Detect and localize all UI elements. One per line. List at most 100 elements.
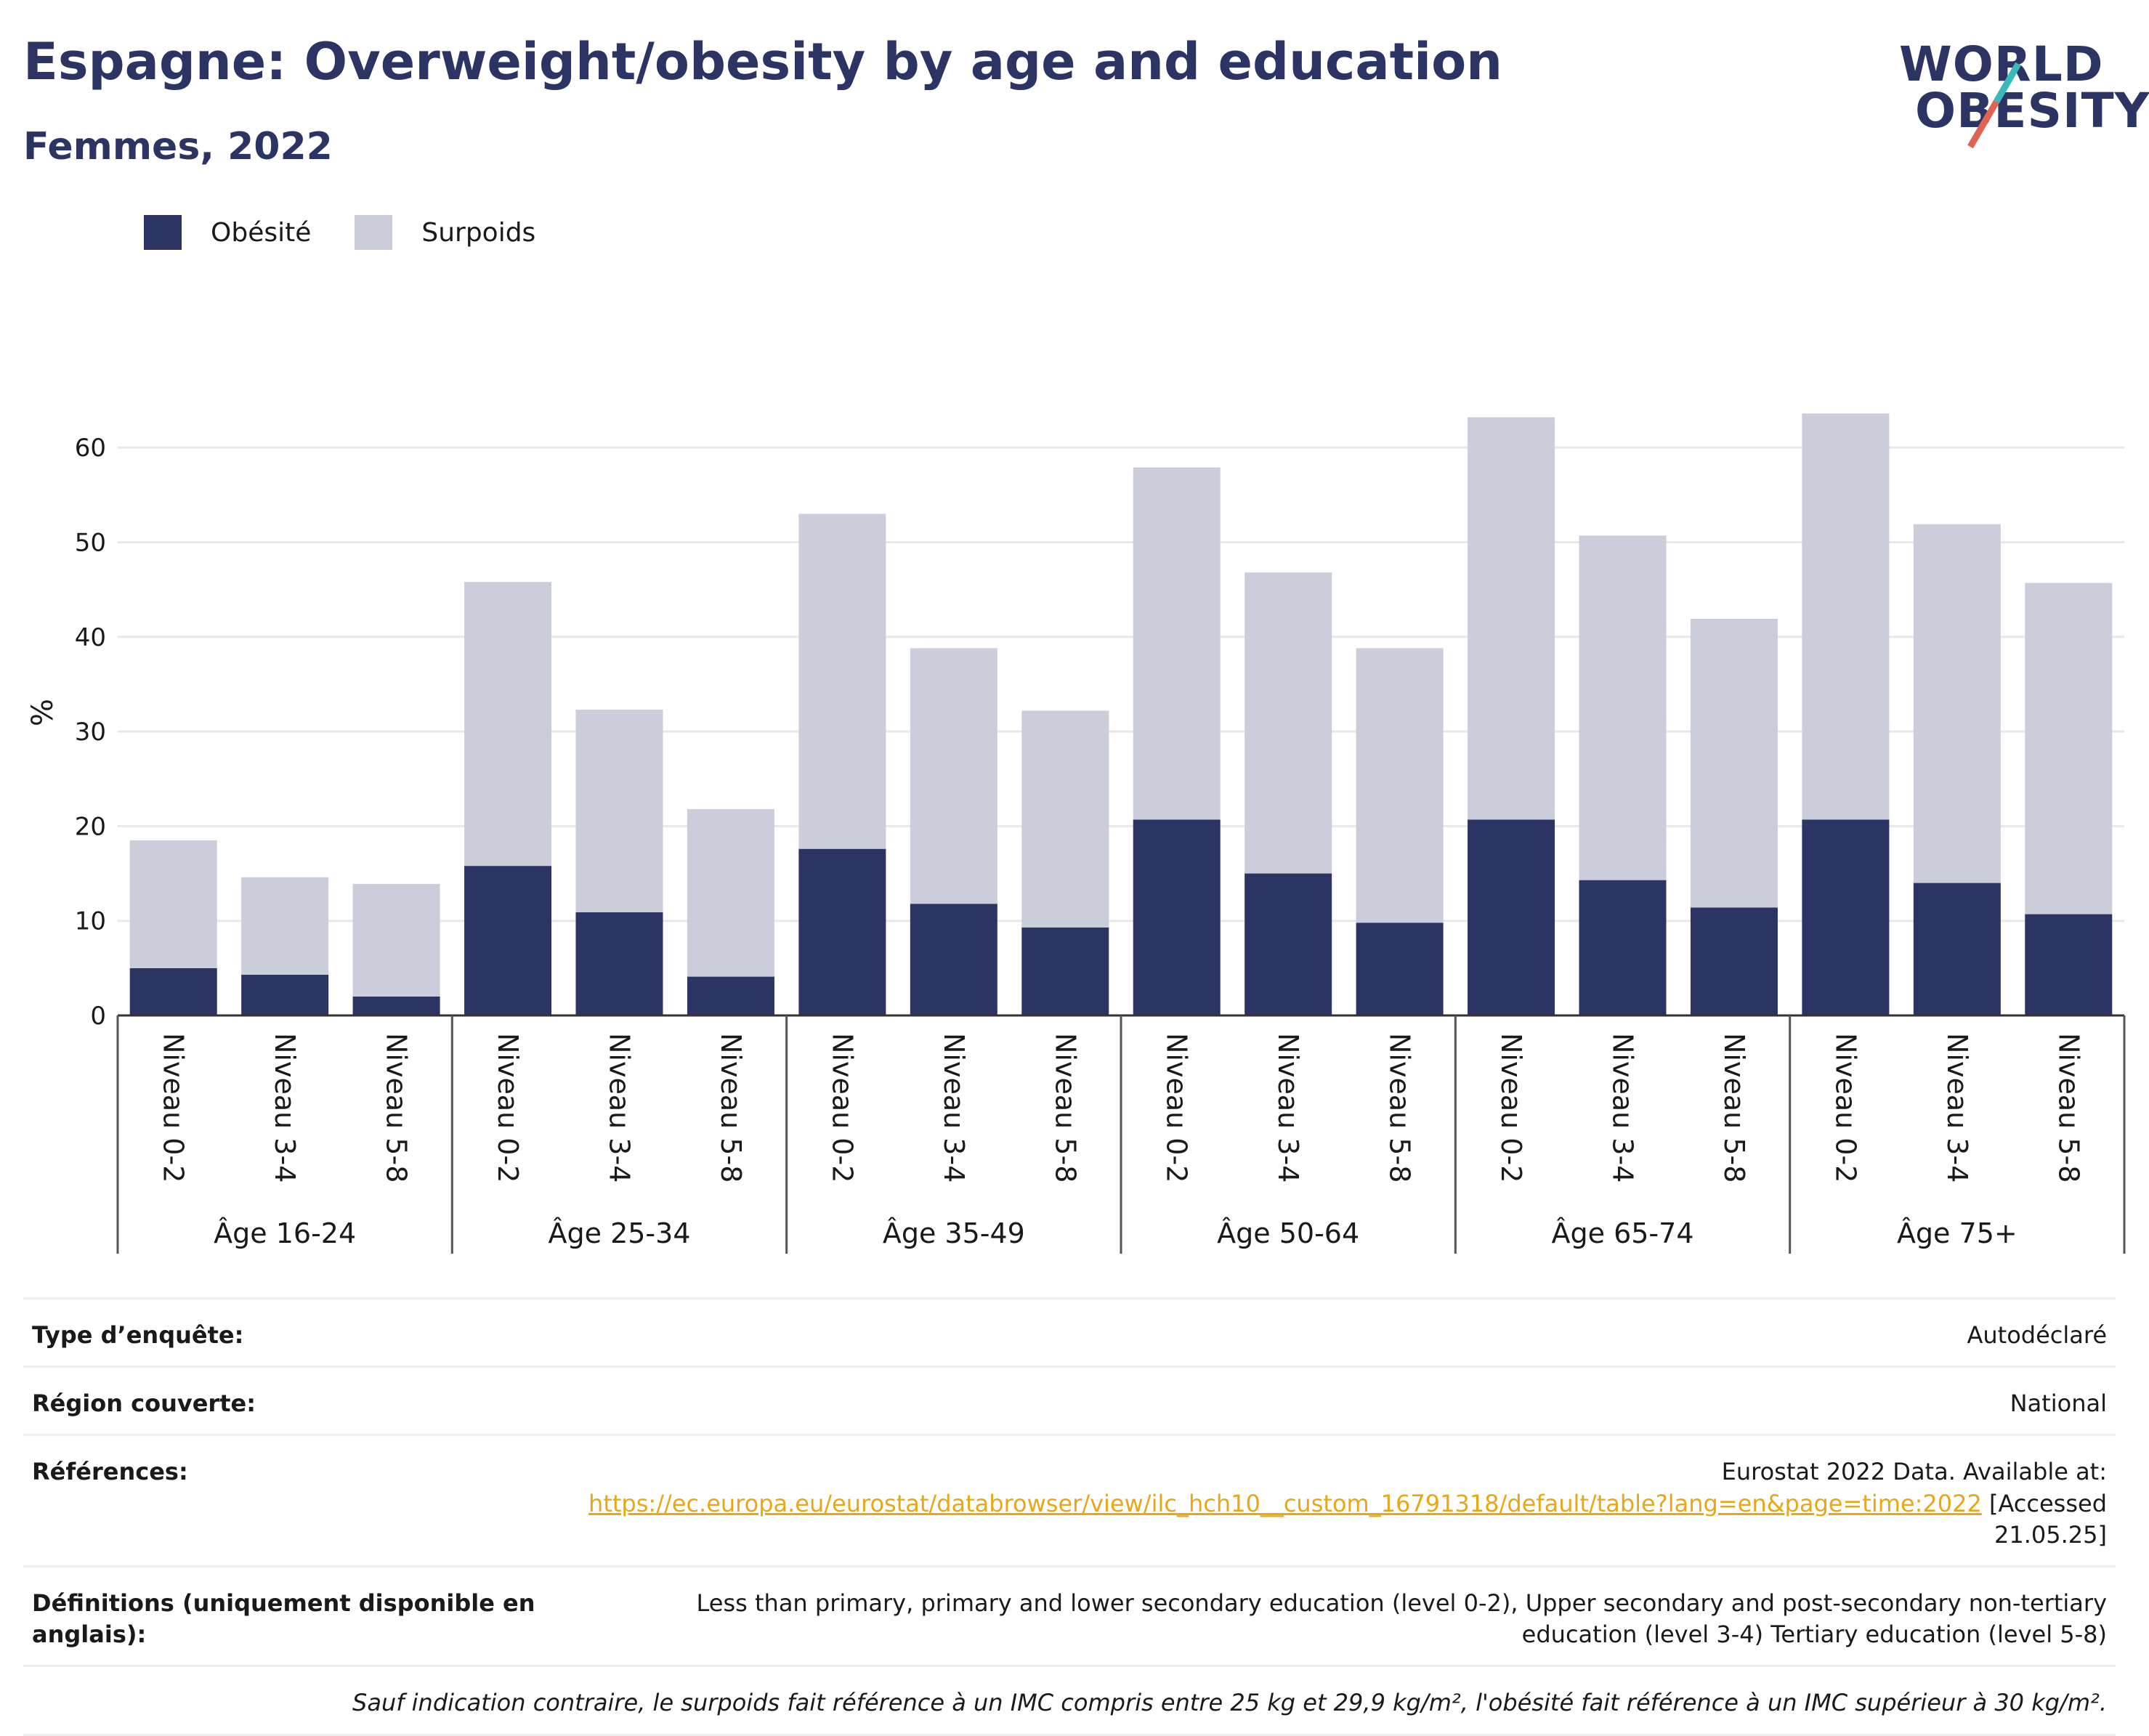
bar-obesite xyxy=(798,848,886,1015)
bar-surpoids xyxy=(1802,413,1890,820)
x-category-label: Niveau 3-4 xyxy=(1607,1033,1639,1183)
y-tick-label: 40 xyxy=(75,623,106,652)
x-group-label: Âge 35-49 xyxy=(883,1217,1025,1249)
info-row-region: Région couverte: National xyxy=(23,1366,2116,1434)
bar-surpoids xyxy=(129,840,217,968)
x-category-label: Niveau 3-4 xyxy=(269,1033,301,1183)
x-group-label: Âge 65-74 xyxy=(1552,1217,1694,1249)
x-category-label: Niveau 5-8 xyxy=(715,1033,747,1183)
world-obesity-logo: WORLD OBESITY xyxy=(1889,22,2149,153)
logo-line-1: WORLD xyxy=(1899,36,2104,92)
y-axis-label: % xyxy=(26,699,60,726)
x-category-label: Niveau 0-2 xyxy=(158,1033,190,1183)
bar-obesite xyxy=(1133,819,1221,1015)
x-group-label: Âge 50-64 xyxy=(1217,1217,1359,1249)
x-group-label: Âge 75+ xyxy=(1897,1217,2018,1249)
info-table: Type d’enquête: Autodéclaré Région couve… xyxy=(23,1297,2116,1736)
bar-surpoids xyxy=(1468,417,1555,820)
stacked-bar-chart: 0 10 20 30 40 50 60% Niveau 0-2 Niveau 3-4 Niveau… xyxy=(26,413,2126,1254)
bar-obesite xyxy=(687,976,774,1015)
legend-item-surpoids: Surpoids xyxy=(355,215,535,250)
bar-obesite xyxy=(910,904,997,1015)
x-category-label: Niveau 0-2 xyxy=(826,1033,858,1183)
info-row-footnote: Sauf indication contraire, le surpoids f… xyxy=(23,1665,2116,1736)
x-category-label: Niveau 0-2 xyxy=(1829,1033,1861,1183)
chart-title: Espagne: Overweight/obesity by age and e… xyxy=(23,32,1503,92)
bar-surpoids xyxy=(1913,524,2001,883)
bar-surpoids xyxy=(241,877,329,975)
x-category-label: Niveau 3-4 xyxy=(1272,1033,1304,1183)
bar-obesite xyxy=(1913,883,2001,1015)
bar-surpoids xyxy=(464,582,552,867)
legend-item-obesite: Obésité xyxy=(144,215,311,250)
bar-obesite xyxy=(1690,907,1778,1015)
info-row-references: Références: Eurostat 2022 Data. Availabl… xyxy=(23,1434,2116,1565)
region-value: National xyxy=(2010,1390,2107,1418)
references-link[interactable]: https://ec.europa.eu/eurostat/databrowse… xyxy=(588,1489,1982,1517)
legend-label-obesite: Obésité xyxy=(211,217,312,248)
bar-obesite xyxy=(352,996,440,1015)
info-row-survey-type: Type d’enquête: Autodéclaré xyxy=(23,1297,2116,1366)
references-accessed: [Accessed 21.05.25] xyxy=(1988,1489,2107,1549)
bar-surpoids xyxy=(1356,648,1444,923)
x-category-label: Niveau 5-8 xyxy=(1384,1033,1416,1183)
bar-surpoids xyxy=(1690,619,1778,908)
x-category-label: Niveau 0-2 xyxy=(492,1033,524,1183)
bar-obesite xyxy=(1245,873,1332,1015)
bar-surpoids xyxy=(798,514,886,849)
legend-swatch-obesite xyxy=(144,215,182,250)
x-category-label: Niveau 0-2 xyxy=(1495,1033,1527,1183)
bar-obesite xyxy=(1021,927,1109,1015)
y-tick-label: 20 xyxy=(75,812,106,841)
bar-obesite xyxy=(129,968,217,1015)
bar-obesite xyxy=(2025,914,2113,1015)
bar-surpoids xyxy=(575,710,663,912)
bar-obesite xyxy=(1356,922,1444,1015)
logo-line-2: OBESITY xyxy=(1915,83,2149,139)
bar-obesite xyxy=(1579,880,1667,1015)
legend-swatch-surpoids xyxy=(355,215,393,250)
chart-subtitle: Femmes, 2022 xyxy=(23,125,333,169)
definitions-value: Less than primary, primary and lower sec… xyxy=(696,1589,2107,1649)
x-category-label: Niveau 3-4 xyxy=(604,1033,636,1183)
bar-surpoids xyxy=(352,883,440,997)
y-tick-label: 50 xyxy=(75,528,106,557)
survey-type-label: Type d’enquête: xyxy=(32,1321,244,1349)
survey-type-value: Autodéclaré xyxy=(1967,1321,2107,1349)
bar-obesite xyxy=(1802,819,1890,1015)
y-tick-label: 60 xyxy=(75,434,106,463)
references-value: Eurostat 2022 Data. Available at: https:… xyxy=(541,1456,2107,1551)
logo-slash-icon xyxy=(1967,62,2021,149)
bar-obesite xyxy=(241,974,329,1015)
bar-surpoids xyxy=(1021,710,1109,928)
bar-surpoids xyxy=(1245,572,1332,874)
x-category-label: Niveau 5-8 xyxy=(1049,1033,1081,1183)
references-text: Eurostat 2022 Data. Available at: xyxy=(1721,1458,2107,1486)
bar-surpoids xyxy=(1133,467,1221,820)
x-category-label: Niveau 3-4 xyxy=(938,1033,970,1183)
x-category-label: Niveau 5-8 xyxy=(2052,1033,2084,1183)
bar-surpoids xyxy=(2025,583,2113,914)
bar-obesite xyxy=(575,912,663,1015)
chart-legend: Obésité Surpoids xyxy=(144,215,579,250)
y-tick-label: 30 xyxy=(75,718,106,747)
y-tick-label: 10 xyxy=(75,907,106,936)
y-tick-label: 0 xyxy=(90,1002,106,1031)
x-category-label: Niveau 5-8 xyxy=(1718,1033,1750,1183)
bar-obesite xyxy=(464,866,552,1015)
bar-surpoids xyxy=(687,808,774,977)
x-category-label: Niveau 5-8 xyxy=(381,1033,413,1183)
region-label: Région couverte: xyxy=(32,1390,256,1418)
footnote-text: Sauf indication contraire, le surpoids f… xyxy=(352,1689,2107,1717)
definitions-label: Définitions (uniquement disponible en an… xyxy=(32,1589,535,1649)
info-row-definitions: Définitions (uniquement disponible en an… xyxy=(23,1565,2116,1665)
references-label: Références: xyxy=(32,1458,188,1486)
bar-obesite xyxy=(1468,819,1555,1015)
bar-surpoids xyxy=(1579,535,1667,880)
x-category-label: Niveau 3-4 xyxy=(1941,1033,1973,1183)
x-group-label: Âge 16-24 xyxy=(214,1217,356,1249)
x-group-label: Âge 25-34 xyxy=(549,1217,691,1249)
legend-label-surpoids: Surpoids xyxy=(421,217,536,248)
bar-surpoids xyxy=(910,648,997,904)
x-category-label: Niveau 0-2 xyxy=(1161,1033,1193,1183)
